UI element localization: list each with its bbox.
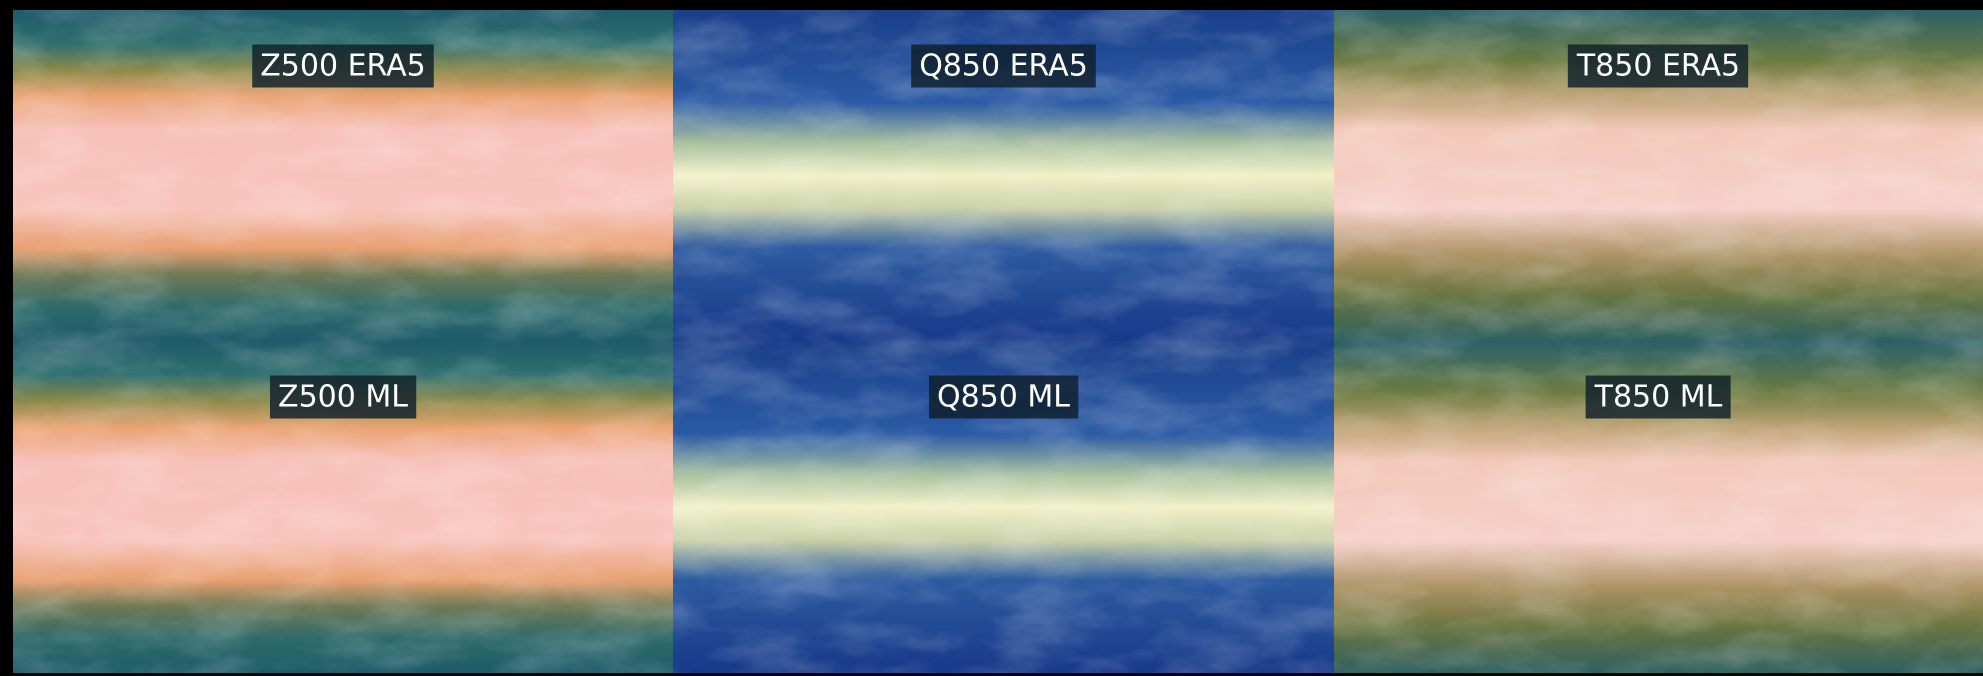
panel-label: T850 ERA5 (1576, 49, 1740, 84)
panel-label: Q850 ERA5 (919, 49, 1088, 84)
texture (13, 10, 1983, 673)
panel-label: Z500 ERA5 (260, 49, 426, 84)
video-frame: Z500 ERA5 Q850 ERA5 T850 ERA5 Z500 ML Q850 M… (0, 0, 1983, 676)
panel-label: Z500 ML (278, 380, 408, 415)
panel-label: Q850 ML (937, 380, 1070, 415)
panel-label: T850 ML (1594, 380, 1723, 415)
